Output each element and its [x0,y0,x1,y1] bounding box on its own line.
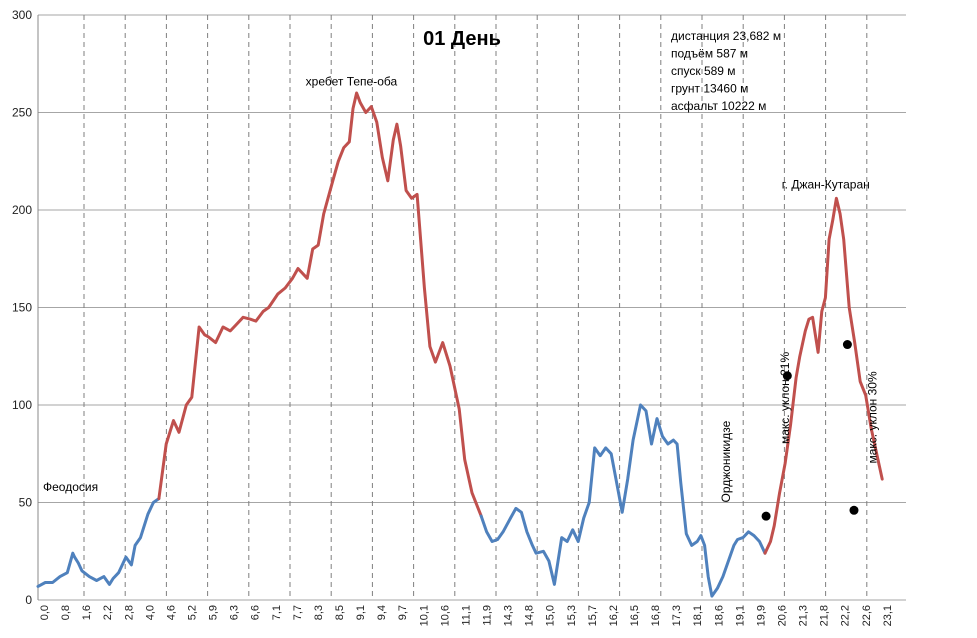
x-tick-label: 15,3 [566,605,578,626]
x-tick-label: 2,2 [102,605,114,620]
x-tick-label: 16,2 [608,605,620,626]
y-tick-label: 250 [12,106,32,120]
marker-point [849,505,859,515]
stat-line: грунт 13460 м [671,82,748,96]
x-tick-label: 16,8 [650,605,662,626]
x-tick-label: 16,5 [629,605,641,626]
x-tick-label: 4,6 [165,605,177,620]
y-tick-label: 150 [12,301,32,315]
x-tick-label: 14,8 [524,605,536,626]
x-tick-label: 19,9 [755,605,767,626]
x-tick-label: 15,7 [587,605,599,626]
grid-lines [37,14,906,601]
x-tick-label: 15,0 [545,605,557,626]
y-tick-label: 200 [12,203,32,217]
x-tick-label: 0,8 [60,605,72,620]
y-tick-label: 50 [19,496,33,510]
y-tick-label: 100 [12,398,32,412]
x-tick-label: 0,0 [39,605,51,620]
stat-line: спуск 589 м [671,64,736,78]
stat-line: дистанция 23,682 м [671,29,781,43]
x-tick-label: 17,3 [671,605,683,626]
annotation-label: хребет Тепе-оба [306,74,398,88]
marker-point [842,340,852,350]
annotation-label: Феодосия [43,480,98,494]
stat-line: подъём 587 м [671,47,748,61]
series-line-2 [479,403,767,598]
x-tick-label: 10,1 [418,605,430,626]
x-tick-label: 5,2 [186,605,198,620]
x-tick-label: 4,0 [144,605,156,620]
slope-markers [761,340,859,521]
series-line-0 [36,497,161,588]
x-tick-label: 22,6 [861,605,873,626]
annotation-label: г. Джан-Кутаран [782,178,870,192]
annotation-label: макс. уклон 21% [778,352,792,444]
series-line-1 [157,91,483,518]
annotations: Феодосия хребет Тепе-оба г. Джан-Кутаран Ор… [43,74,880,502]
x-tick-label: 5,9 [208,605,220,620]
x-tick-label: 11,1 [460,605,472,626]
x-tick-label: 7,7 [292,605,304,620]
x-tick-label: 20,6 [776,605,788,626]
x-tick-label: 8,5 [334,605,346,620]
x-tick-label: 6,3 [229,605,241,620]
x-tick-label: 21,3 [798,605,810,626]
series-line-3 [763,196,884,555]
x-tick-label: 23,1 [882,605,894,626]
marker-point [782,371,792,381]
x-tick-label: 6,6 [250,605,262,620]
y-tick-label: 300 [12,8,32,22]
x-tick-label: 9,1 [355,605,367,620]
elevation-series [36,91,884,598]
x-tick-label: 18,6 [713,605,725,626]
route-stats: дистанция 23,682 м подъём 587 м спуск 589 … [671,29,781,113]
x-tick-label: 2,8 [123,605,135,620]
annotation-label: макс. уклон 30% [866,371,880,463]
x-tick-label: 10,6 [439,605,451,626]
y-tick-label: 0 [25,593,32,607]
chart-title: 01 День [423,28,501,50]
x-tick-label: 1,6 [81,605,93,620]
x-tick-label: 7,1 [271,605,283,620]
x-tick-label: 8,3 [313,605,325,620]
stat-line: асфальт 10222 м [671,99,766,113]
x-tick-label: 18,1 [692,605,704,626]
y-axis-ticks: 0 50 100 150 200 250 300 [12,8,32,607]
x-tick-label: 9,7 [397,605,409,620]
x-tick-label: 9,4 [376,605,388,620]
x-tick-label: 21,8 [819,605,831,626]
x-tick-label: 22,2 [840,605,852,626]
x-tick-label: 11,9 [481,605,493,626]
marker-point [761,511,771,521]
x-tick-label: 19,1 [734,605,746,626]
x-axis-ticks: 0,0 0,8 1,6 2,2 2,8 4,0 4,6 5,2 5,9 6,3 6,6 7,1 7,7 8… [39,605,894,626]
annotation-label: Орджоникидзе [719,420,733,502]
x-tick-label: 14,3 [503,605,515,626]
